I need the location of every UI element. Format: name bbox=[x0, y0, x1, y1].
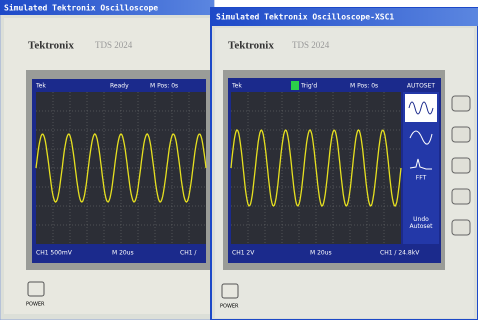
power-button[interactable] bbox=[28, 282, 44, 296]
status-tek: Tek bbox=[231, 83, 242, 90]
side-button[interactable] bbox=[452, 96, 470, 111]
side-button[interactable] bbox=[452, 189, 470, 204]
window-left: Simulated Tektronix Oscilloscope Tektron… bbox=[0, 0, 214, 320]
bottom-ch: CH1 2V bbox=[232, 250, 255, 257]
brand: Tektronix bbox=[28, 40, 74, 52]
model: TDS 2024 bbox=[292, 40, 330, 50]
status-tek: Tek bbox=[35, 83, 46, 90]
power-label: POWER bbox=[220, 304, 239, 310]
side-button[interactable] bbox=[452, 220, 470, 235]
side-button[interactable] bbox=[452, 127, 470, 142]
bottom-trig: CH1 / bbox=[180, 250, 197, 257]
power-label: POWER bbox=[26, 302, 45, 308]
menu-autoset: AUTOSET bbox=[407, 83, 435, 90]
model: TDS 2024 bbox=[95, 40, 133, 50]
status-mpos: M Pos: 0s bbox=[150, 83, 178, 90]
window-title: Simulated Tektronix Oscilloscope-XSC1 bbox=[216, 12, 394, 22]
power-button[interactable] bbox=[222, 284, 238, 298]
bottom-time: M 20us bbox=[112, 250, 134, 257]
menu-fft: FFT bbox=[416, 175, 427, 182]
brand: Tektronix bbox=[228, 40, 274, 52]
status-mpos: M Pos: 0s bbox=[350, 83, 378, 90]
side-button[interactable] bbox=[452, 158, 470, 173]
window-title: Simulated Tektronix Oscilloscope bbox=[4, 3, 158, 13]
bottom-time: M 20us bbox=[310, 250, 332, 257]
bottom-trig: CH1 / 24.8kV bbox=[380, 250, 420, 257]
screenshot: Simulated Tektronix Oscilloscope Tektron… bbox=[0, 0, 478, 320]
bottom-ch: CH1 500mV bbox=[36, 250, 73, 257]
status-state: Ready bbox=[110, 83, 129, 90]
menu-undo: Undo Autoset bbox=[404, 216, 438, 230]
status-state: Trig'd bbox=[300, 83, 317, 90]
window-right: Simulated Tektronix Oscilloscope-XSC1 Te… bbox=[211, 8, 478, 320]
